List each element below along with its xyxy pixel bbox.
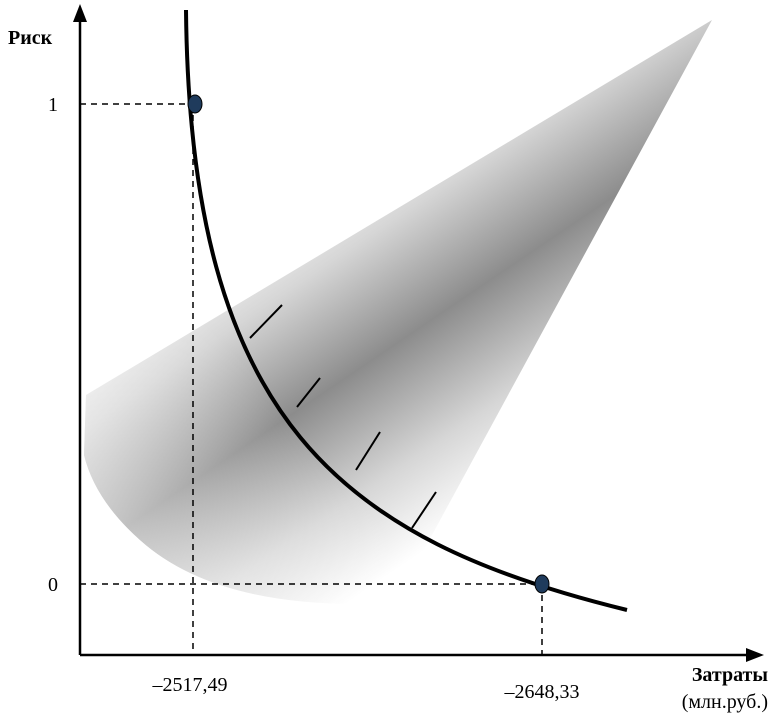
y-axis-label: Риск xyxy=(8,27,53,49)
shaded-cone-fade xyxy=(84,20,712,604)
axes xyxy=(78,14,752,657)
curve-tick xyxy=(249,304,283,339)
y-axis-arrow-icon xyxy=(73,4,87,22)
x-tick-right: –2648,33 xyxy=(504,681,580,703)
x-axis-label: Затраты xyxy=(692,664,769,686)
y-tick-1: 1 xyxy=(48,94,58,116)
x-axis-unit: (млн.руб.) xyxy=(682,691,768,713)
x-axis-arrow-icon xyxy=(746,648,764,662)
risk-cost-curve xyxy=(184,9,628,612)
guide-lines xyxy=(80,103,543,655)
point-top xyxy=(187,94,203,114)
curve-tick xyxy=(355,431,381,471)
curve-ticks xyxy=(249,304,437,529)
point-bottom xyxy=(534,574,550,594)
y-tick-0: 0 xyxy=(48,574,58,596)
curve-tick xyxy=(296,377,321,408)
x-tick-left: –2517,49 xyxy=(152,674,228,696)
curve-tick xyxy=(411,491,437,529)
